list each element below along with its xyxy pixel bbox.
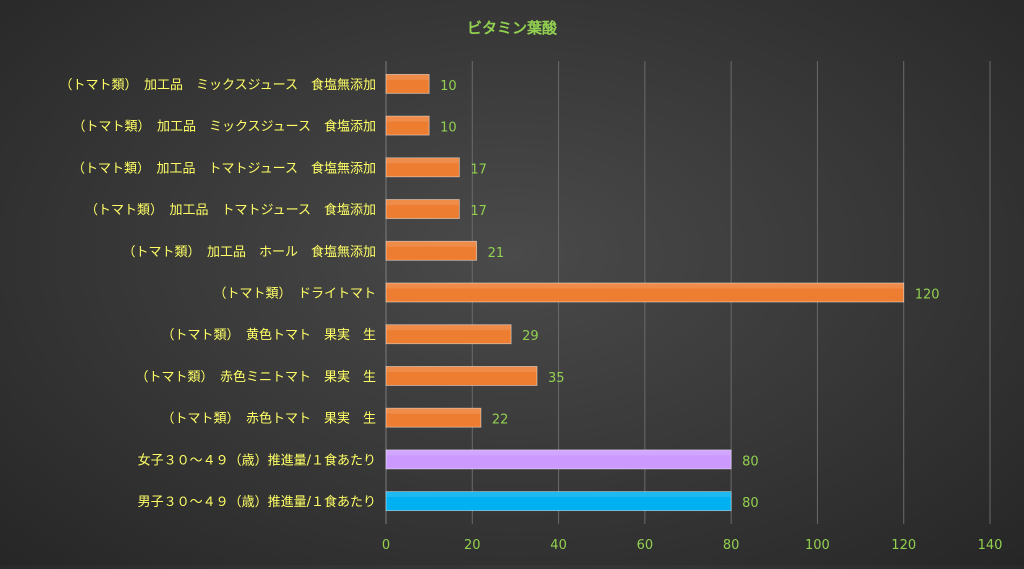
data-label: 22 <box>492 413 509 428</box>
x-tick-label: 0 <box>382 538 390 553</box>
category-label: 男子３０～４９（歳）推進量/１食あたり <box>138 494 376 510</box>
bar-highlight <box>386 408 481 414</box>
category-label: （トマト類） 加工品 トマトジュース 食塩無添加 <box>72 160 376 176</box>
bar <box>385 199 460 219</box>
x-tick-label: 20 <box>464 538 481 553</box>
category-label: （トマト類） 加工品 ミックスジュース 食塩添加 <box>72 119 376 135</box>
bar-highlight <box>386 283 904 289</box>
category-label: 女子３０～４９（歳）推進量/１食あたり <box>138 452 376 468</box>
bar-highlight <box>386 450 731 456</box>
category-label: （トマト類） 赤色ミニトマト 果実 生 <box>135 369 376 385</box>
data-label: 80 <box>742 496 759 511</box>
bar-highlight <box>386 492 731 498</box>
data-label: 80 <box>742 454 759 469</box>
x-tick-label: 100 <box>805 538 830 553</box>
bar <box>385 366 538 386</box>
x-tick-label: 80 <box>723 538 740 553</box>
bar-highlight <box>386 325 511 331</box>
x-tick-label: 60 <box>637 538 654 553</box>
bar <box>385 240 477 261</box>
data-label: 21 <box>488 246 505 261</box>
bar <box>385 324 512 345</box>
chart-title: ビタミン葉酸 <box>467 19 558 37</box>
category-label: （トマト類） 加工品 ホール 食塩無添加 <box>122 244 376 260</box>
bar <box>385 157 460 178</box>
category-label: （トマト類） 加工品 ミックスジュース 食塩無添加 <box>59 77 376 93</box>
data-label: 17 <box>470 162 487 177</box>
bar <box>385 115 430 136</box>
bar <box>385 282 905 303</box>
bar-highlight <box>386 241 477 247</box>
bar-highlight <box>386 74 429 80</box>
data-label: 10 <box>440 79 457 94</box>
bar-highlight <box>386 116 429 122</box>
x-tick-label: 120 <box>891 538 916 553</box>
category-label: （トマト類） 加工品 トマトジュース 食塩添加 <box>85 202 376 218</box>
x-tick-label: 140 <box>978 538 1003 553</box>
category-label: （トマト類） 黄色トマト 果実 生 <box>161 327 376 343</box>
bar-highlight <box>386 366 537 372</box>
data-label: 29 <box>522 329 539 344</box>
data-label: 35 <box>548 371 565 386</box>
bar <box>385 491 732 512</box>
data-label: 17 <box>470 204 487 219</box>
bar-highlight <box>386 158 459 164</box>
bar <box>385 407 482 428</box>
data-label: 10 <box>440 121 457 136</box>
x-tick-label: 40 <box>550 538 567 553</box>
bar-highlight <box>386 200 459 206</box>
category-label: （トマト類） 赤色トマト 果実 生 <box>161 411 376 427</box>
data-label: 120 <box>915 288 940 303</box>
category-label: （トマト類） ドライトマト <box>213 287 376 302</box>
bar <box>385 73 430 94</box>
bar <box>385 449 732 470</box>
